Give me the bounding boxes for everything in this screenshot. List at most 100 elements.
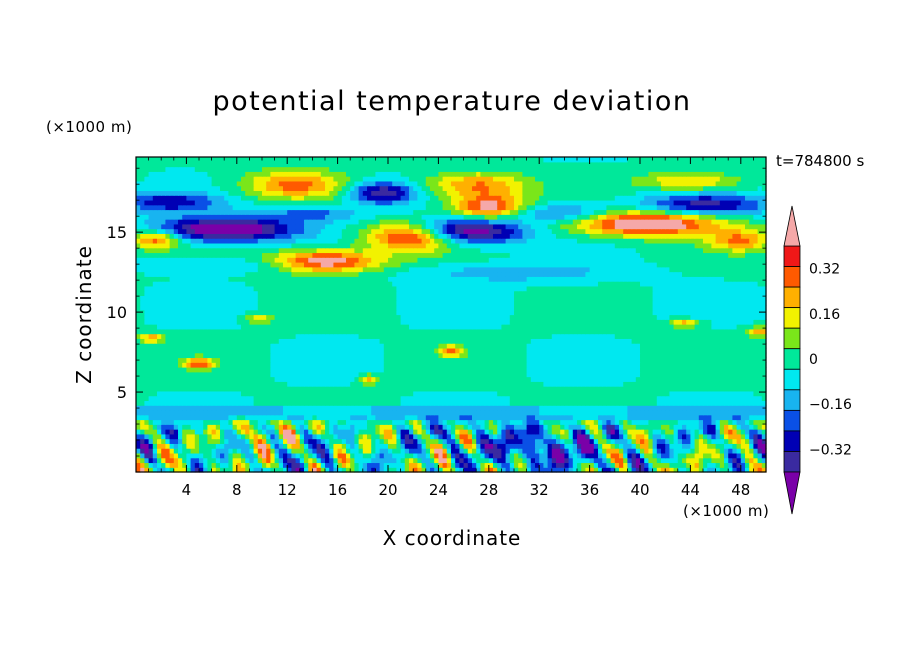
heatmap-cell (623, 390, 628, 397)
heatmap-cell (152, 400, 158, 406)
heatmap-cell (421, 347, 427, 354)
heatmap-cell (396, 424, 402, 430)
heatmap-cell (757, 414, 763, 421)
heatmap-cell (455, 362, 460, 368)
heatmap-cell (522, 319, 528, 325)
heatmap-cell (656, 314, 662, 320)
heatmap-cell (455, 438, 460, 444)
heatmap-cell (320, 328, 326, 335)
heatmap-cell (736, 324, 742, 330)
heatmap-cell (400, 357, 406, 363)
heatmap-cell (572, 424, 578, 430)
heatmap-cell (337, 433, 343, 440)
heatmap-cell (169, 352, 175, 359)
heatmap-cell (745, 452, 750, 459)
heatmap-cell (157, 433, 162, 440)
heatmap-cell (371, 452, 376, 459)
heatmap-cell (329, 314, 334, 320)
heatmap-cell (190, 467, 196, 473)
heatmap-cell (598, 371, 603, 378)
heatmap-cell (165, 352, 171, 359)
heatmap-cell (749, 429, 754, 435)
heatmap-cell (140, 343, 145, 349)
heatmap-cell (749, 347, 754, 354)
heatmap-cell (724, 357, 729, 363)
heatmap-cell (686, 452, 691, 459)
heatmap-cell (745, 386, 750, 392)
heatmap-cell (333, 319, 339, 325)
heatmap-cell (425, 347, 431, 354)
heatmap-cell (161, 452, 166, 459)
heatmap-cell (371, 386, 376, 392)
heatmap-cell (644, 452, 649, 459)
heatmap-cell (698, 400, 704, 406)
heatmap-cell (341, 424, 347, 430)
heatmap-cell (274, 309, 280, 316)
heatmap-cell (606, 414, 612, 421)
heatmap-cell (648, 314, 654, 320)
heatmap-cell (165, 347, 171, 354)
heatmap-cell (346, 395, 351, 402)
heatmap-cell (535, 328, 540, 335)
heatmap-cell (203, 424, 208, 430)
heatmap-cell (703, 405, 708, 411)
heatmap-cell (446, 328, 452, 335)
heatmap-cell (539, 448, 544, 454)
heatmap-cell (522, 386, 528, 392)
heatmap-cell (451, 400, 456, 406)
heatmap-cell (585, 338, 591, 344)
heatmap-cell (698, 314, 704, 320)
heatmap-cell (656, 352, 662, 359)
heatmap-cell (698, 462, 704, 468)
heatmap-cell (350, 367, 355, 373)
heatmap-cell (375, 328, 381, 335)
heatmap-cell (652, 347, 658, 354)
heatmap-cell (299, 467, 305, 473)
heatmap-cell (467, 343, 473, 349)
heatmap-cell (341, 314, 347, 320)
heatmap-cell (598, 405, 603, 411)
heatmap-cell (325, 438, 330, 444)
heatmap-cell (434, 328, 439, 335)
heatmap-cell (761, 409, 767, 416)
heatmap-cell (283, 457, 288, 464)
heatmap-cell (564, 443, 570, 449)
heatmap-cell (362, 328, 368, 335)
heatmap-cell (686, 362, 691, 368)
heatmap-cell (640, 328, 645, 335)
heatmap-cell (463, 343, 469, 349)
heatmap-cell (623, 448, 628, 454)
heatmap-cell (488, 362, 494, 368)
heatmap-cell (682, 424, 687, 430)
heatmap-cell (358, 381, 364, 387)
heatmap-cell (215, 333, 221, 339)
heatmap-cell (614, 457, 620, 464)
heatmap-cell (736, 338, 742, 344)
heatmap-cell (320, 462, 326, 468)
heatmap-cell (278, 328, 284, 335)
heatmap-cell (585, 405, 591, 411)
heatmap-cell (173, 338, 179, 344)
heatmap-cell (539, 381, 544, 387)
heatmap-cell (585, 333, 591, 339)
heatmap-cell (404, 324, 410, 330)
heatmap-cell (337, 381, 343, 387)
heatmap-cell (262, 376, 267, 382)
heatmap-cell (178, 429, 183, 435)
heatmap-cell (367, 424, 372, 430)
heatmap-cell (257, 314, 263, 320)
heatmap-cell (358, 314, 364, 320)
heatmap-cell (169, 462, 175, 468)
heatmap-cell (740, 467, 746, 473)
heatmap-cell (698, 338, 704, 344)
heatmap-cell (383, 314, 389, 320)
heatmap-cell (719, 462, 725, 468)
heatmap-cell (728, 433, 733, 440)
heatmap-cell (564, 462, 570, 468)
heatmap-cell (619, 324, 624, 330)
heatmap-cell (484, 405, 490, 411)
heatmap-cell (698, 409, 704, 416)
heatmap-cell (694, 343, 700, 349)
heatmap-cell (157, 338, 162, 344)
heatmap-cell (530, 357, 536, 363)
